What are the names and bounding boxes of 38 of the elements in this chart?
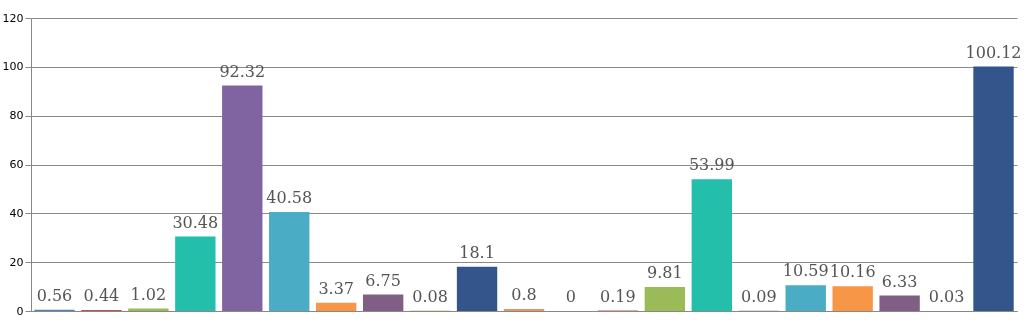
y-tick-label: 40	[9, 206, 24, 220]
bar	[269, 211, 310, 311]
bar	[456, 266, 498, 311]
y-tick-label: 60	[9, 158, 24, 171]
data-label: 0.08	[412, 286, 448, 306]
bar	[222, 85, 263, 311]
bar	[175, 236, 216, 311]
data-label: 3.37	[318, 278, 354, 298]
data-label: 0.09	[740, 286, 777, 306]
bar	[879, 295, 920, 311]
data-label: 0	[565, 287, 577, 306]
data-label: 0.56	[36, 285, 73, 305]
data-label: 0.8	[511, 285, 537, 305]
bar	[691, 179, 732, 311]
data-label: 1.02	[130, 284, 167, 304]
y-tick-label: 100	[2, 60, 24, 74]
y-tick-label: 20	[9, 255, 24, 269]
data-label: 10.59	[782, 261, 829, 281]
data-label: 30.48	[172, 212, 219, 232]
data-label: 40.58	[266, 187, 313, 207]
bar	[362, 294, 404, 311]
data-label: 0.44	[83, 285, 120, 305]
data-label: 9.81	[647, 263, 683, 283]
data-label: 6.75	[365, 270, 401, 290]
data-label: 10.16	[829, 262, 876, 282]
bar	[832, 286, 873, 311]
data-label: 18.1	[459, 242, 495, 262]
bar	[316, 302, 357, 311]
y-tick-label: 120	[2, 11, 24, 25]
data-label: 0.03	[928, 286, 965, 306]
data-label: 0.19	[600, 286, 636, 306]
bar	[644, 287, 686, 311]
y-tick-label: 0	[16, 304, 24, 318]
bar	[973, 66, 1014, 311]
data-label: 100.12	[965, 42, 1022, 62]
bar	[785, 285, 826, 311]
data-label: 6.33	[881, 271, 918, 291]
y-tick-label: 80	[9, 109, 24, 123]
